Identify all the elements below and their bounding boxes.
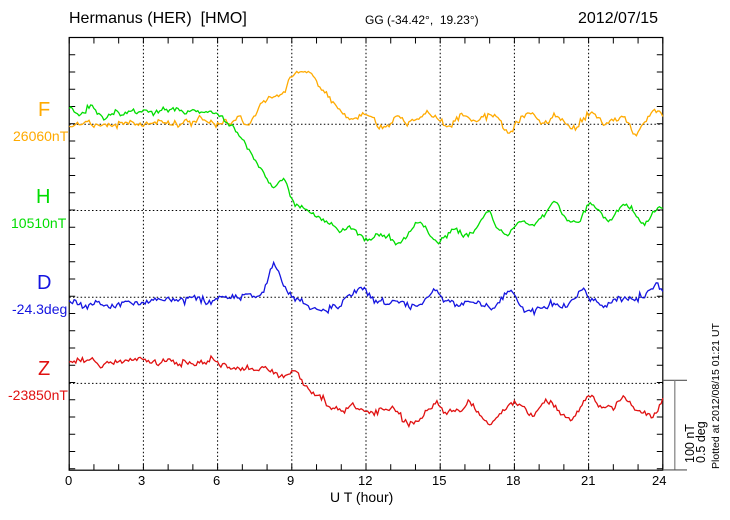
svg-text:0.5 deg: 0.5 deg — [694, 421, 708, 463]
svg-text:Plotted at 2012/08/15 01:21 UT: Plotted at 2012/08/15 01:21 UT — [710, 322, 722, 469]
